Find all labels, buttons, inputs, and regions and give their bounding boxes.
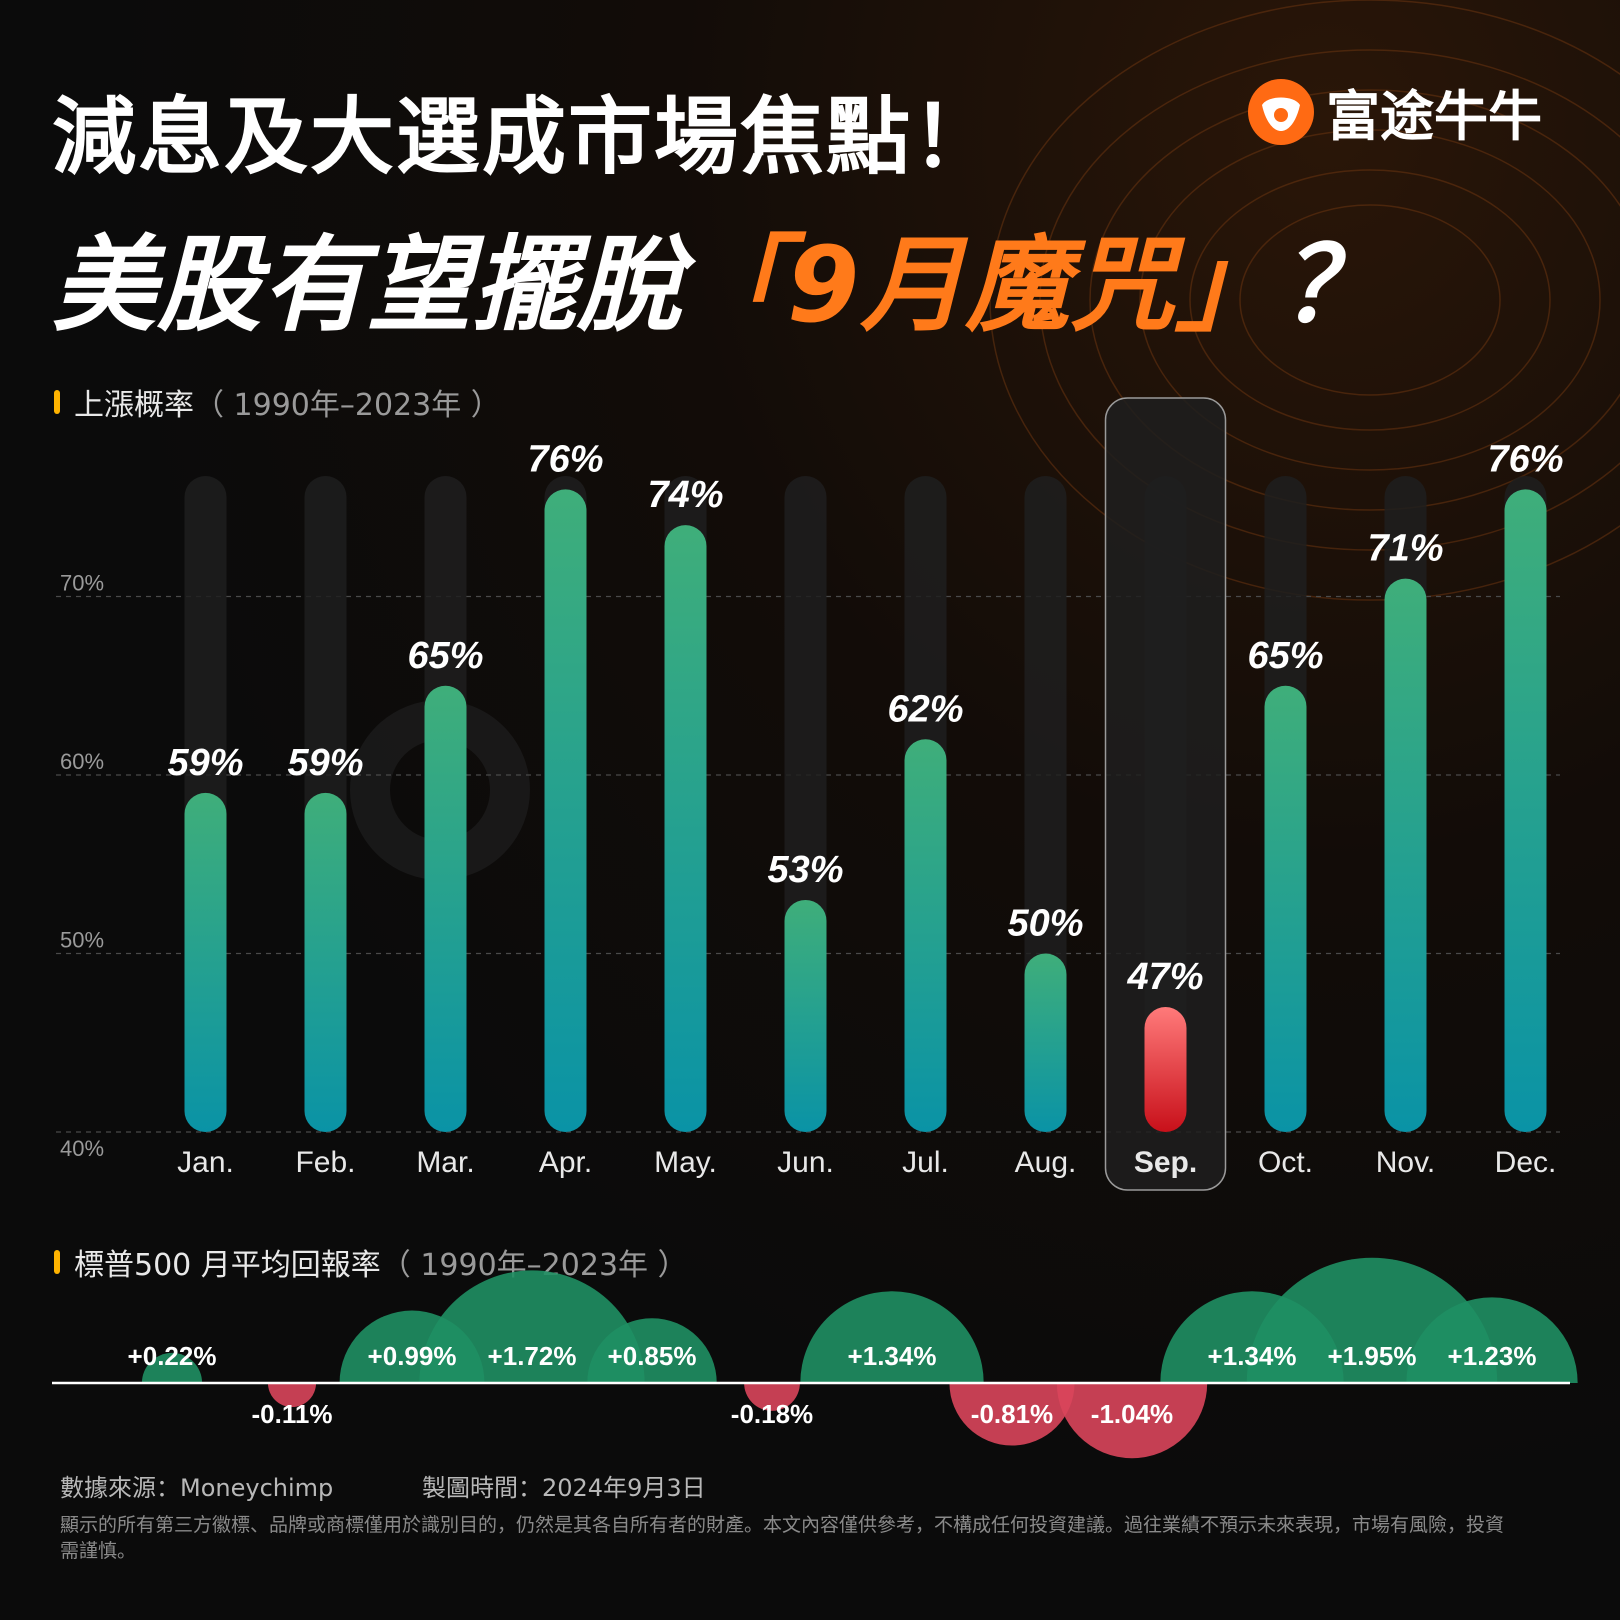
return-label: +1.34% — [848, 1341, 937, 1371]
title-highlight: 「9月魔咒」 — [682, 224, 1281, 346]
data-label: 65% — [1247, 635, 1323, 677]
category-label: Sep. — [1134, 1146, 1197, 1179]
return-label: +1.95% — [1328, 1341, 1417, 1371]
data-label: 74% — [647, 474, 723, 516]
bar — [1264, 685, 1307, 1132]
y-tick-label: 40% — [60, 1136, 104, 1161]
return-bubble — [800, 1291, 984, 1383]
return-label: +0.99% — [368, 1341, 457, 1371]
category-label: Nov. — [1376, 1146, 1435, 1179]
category-label: Jan. — [177, 1146, 234, 1179]
y-tick-label: 70% — [60, 571, 104, 596]
return-label: +0.22% — [128, 1341, 217, 1371]
brand-logo: 富途牛牛 — [1248, 72, 1542, 151]
data-label: 62% — [887, 688, 963, 730]
bull-icon — [1248, 78, 1314, 145]
bar — [904, 739, 947, 1132]
title-prefix: 美股有望擺脫 — [52, 224, 683, 346]
return-label: +1.34% — [1208, 1341, 1297, 1371]
data-label: 47% — [1126, 956, 1203, 998]
bar — [184, 792, 227, 1132]
return-label: -0.11% — [252, 1399, 333, 1429]
return-label: +1.72% — [488, 1341, 577, 1371]
bar-track — [1144, 476, 1187, 1132]
disclaimer: 顯示的所有第三方徽標、品牌或商標僅用於識別目的，仍然是其各自所有者的財產。本文內… — [60, 1514, 1505, 1562]
data-label: 76% — [527, 438, 603, 480]
data-label: 71% — [1367, 528, 1443, 570]
category-label: Dec. — [1495, 1146, 1557, 1179]
brand-name: 富途牛牛 — [1326, 85, 1542, 148]
bar — [1384, 578, 1427, 1132]
return-label: +1.23% — [1448, 1341, 1537, 1371]
prob-period-text: （ 1990年–2023年 ） — [194, 388, 501, 423]
category-label: Oct. — [1258, 1146, 1313, 1179]
return-bubble — [1406, 1297, 1578, 1383]
page-title-line1: 減息及大選成市場焦點！ — [52, 88, 999, 186]
data-label: 59% — [167, 742, 243, 784]
bar — [1504, 489, 1547, 1132]
data-source: 數據來源：Moneychimp — [60, 1474, 334, 1502]
bar — [1024, 953, 1067, 1132]
category-label: Jun. — [777, 1146, 834, 1179]
bar — [1144, 1007, 1187, 1132]
data-label: 65% — [407, 635, 483, 677]
prob-label-text: 上漲概率 — [74, 388, 194, 423]
return-label: +0.85% — [608, 1341, 697, 1371]
bar — [304, 792, 347, 1132]
return-label: -1.04% — [1091, 1399, 1173, 1429]
section-marker — [54, 1250, 60, 1274]
return-bubble — [419, 1270, 645, 1383]
return-bubble — [1056, 1383, 1208, 1459]
chart-date: 製圖時間：2024年9月3日 — [422, 1474, 706, 1502]
return-bubble — [267, 1383, 317, 1408]
category-label: Jul. — [902, 1146, 949, 1179]
bar — [544, 489, 587, 1132]
page-title-line2: 美股有望擺脫「9月魔咒」？ — [52, 200, 1385, 351]
bar — [664, 525, 707, 1132]
negative-bubbles — [267, 1383, 1208, 1459]
title-suffix: ？ — [1280, 224, 1386, 346]
ret-section-label: 標普500 月平均回報率 （ 1990年–2023年 ） — [54, 1240, 688, 1284]
positive-bubbles — [141, 1257, 1578, 1383]
return-bubble — [744, 1383, 800, 1411]
section-marker — [54, 390, 60, 414]
bar — [424, 685, 467, 1132]
bar — [784, 899, 827, 1132]
return-label: -0.81% — [971, 1399, 1053, 1429]
return-label: -0.18% — [731, 1399, 813, 1429]
return-bubble — [141, 1352, 203, 1383]
category-label: Feb. — [295, 1146, 355, 1179]
prob-section-label: 上漲概率 （ 1990年–2023年 ） — [54, 380, 501, 424]
category-label: Apr. — [539, 1146, 592, 1179]
data-label: 50% — [1007, 903, 1083, 945]
y-tick-label: 50% — [60, 928, 104, 953]
y-tick-label: 60% — [60, 749, 104, 774]
category-label: Mar. — [416, 1146, 474, 1179]
category-label: May. — [654, 1146, 717, 1179]
data-label: 59% — [287, 742, 363, 784]
ret-label-text: 標普500 月平均回報率 — [74, 1248, 381, 1283]
category-label: Aug. — [1015, 1146, 1077, 1179]
data-label: 76% — [1487, 438, 1563, 480]
return-bubble — [587, 1318, 717, 1383]
return-bubble — [949, 1383, 1075, 1446]
data-label: 53% — [767, 849, 843, 891]
